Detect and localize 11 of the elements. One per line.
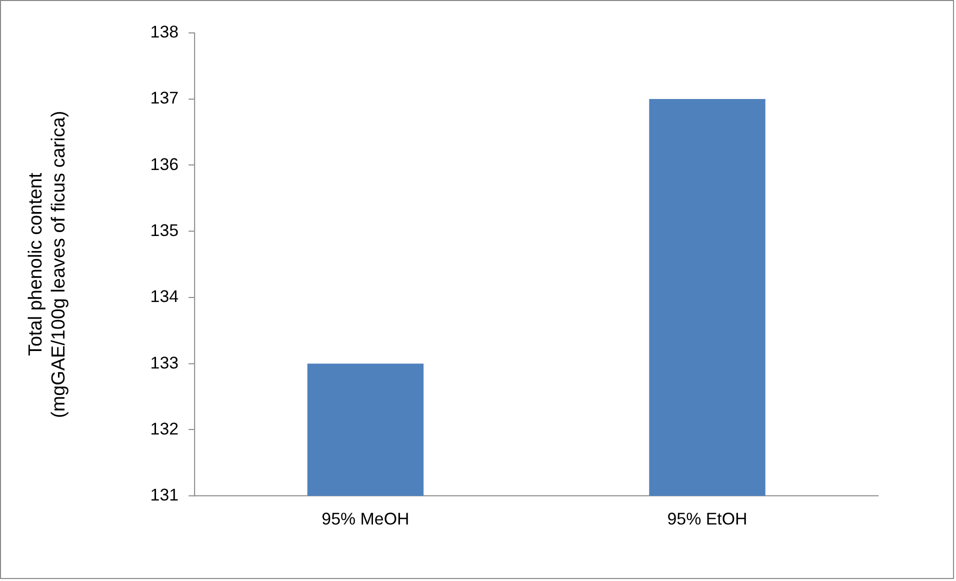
y-tick-label: 134 [150, 287, 179, 306]
y-tick-label: 135 [150, 220, 179, 240]
y-tick-label: 133 [150, 353, 179, 372]
y-tick-label: 138 [150, 22, 179, 42]
y-tick-label: 131 [150, 486, 179, 505]
y-tick-label: 132 [150, 419, 179, 438]
y-tick-label: 136 [150, 154, 179, 174]
y-tick-label: 137 [150, 88, 179, 108]
y-axis-title: Total phenolic content (mgGAE/100g leaves of ficus carica) [26, 110, 70, 418]
x-tick-label: 95% MeOH [322, 510, 410, 529]
x-tick-label: 95% EtOH [667, 510, 748, 529]
